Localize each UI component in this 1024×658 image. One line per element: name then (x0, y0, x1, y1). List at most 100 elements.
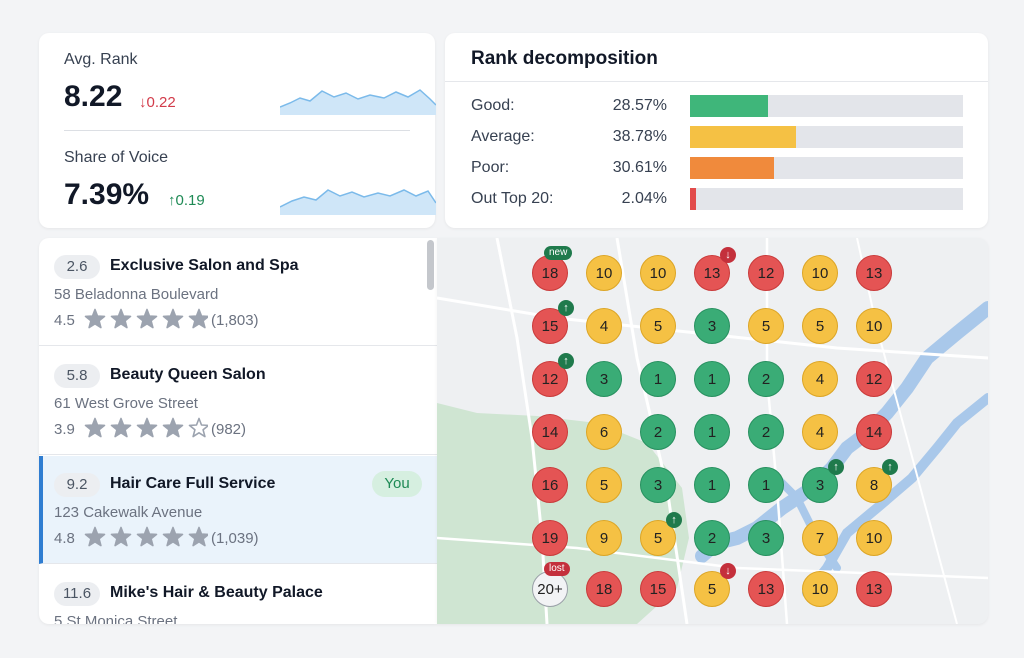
star-rating-icon (83, 307, 210, 331)
grid-rank-pin[interactable]: 15 (640, 571, 676, 607)
business-address: 123 Cakewalk Avenue (54, 504, 203, 521)
arrow-up-icon: ↑ (882, 459, 898, 475)
rank-chip: 11.6 (54, 582, 100, 606)
grid-rank-pin[interactable]: 1 (748, 467, 784, 503)
review-count: (982) (211, 421, 247, 438)
grid-rank-pin[interactable]: 14 (532, 414, 568, 450)
grid-rank-pin[interactable]: 2 (640, 414, 676, 450)
business-list-item[interactable]: 9.2 Hair Care Full Service 123 Cakewalk Av… (39, 456, 437, 564)
list-scrollbar[interactable] (427, 240, 434, 290)
decomposition-bar-fill (690, 188, 696, 210)
decomposition-bar-track (690, 95, 963, 117)
grid-rank-pin[interactable]: 18 (586, 571, 622, 607)
rank-decomposition-title: Rank decomposition (471, 48, 658, 69)
rank-chip: 9.2 (54, 473, 100, 497)
grid-rank-pin[interactable]: 10 (802, 571, 838, 607)
rank-decomposition-card: Rank decomposition Good: 28.57% Average: 38… (445, 33, 988, 228)
business-list-item[interactable]: 11.6 Mike's Hair & Beauty Palace 5 St Moni… (39, 565, 437, 624)
share-of-voice-sparkline (280, 189, 436, 215)
business-rating: 4.8 (54, 530, 75, 547)
business-rating: 4.5 (54, 312, 75, 329)
business-address: 58 Beladonna Boulevard (54, 286, 219, 303)
grid-rank-pin[interactable]: 10 (802, 255, 838, 291)
decomposition-row: Good: 28.57% (471, 95, 963, 117)
decomposition-value: 30.61% (612, 159, 667, 176)
grid-rank-pin[interactable]: 13 (748, 571, 784, 607)
decomposition-row: Poor: 30.61% (471, 157, 963, 179)
avg-rank-metric: Avg. Rank 8.22 ↓0.22 (64, 51, 436, 115)
review-count: (1,039) (211, 530, 259, 547)
grid-rank-pin[interactable]: 6 (586, 414, 622, 450)
decomposition-label: Average: (471, 128, 535, 145)
grid-rank-pin[interactable]: 14 (856, 414, 892, 450)
grid-rank-pin[interactable]: 4 (802, 414, 838, 450)
grid-rank-pin[interactable]: 4 (586, 308, 622, 344)
decomposition-label: Out Top 20: (471, 190, 554, 207)
decomposition-value: 2.04% (621, 190, 667, 207)
arrow-down-icon: ↓ (720, 247, 736, 263)
decomposition-value: 38.78% (612, 128, 667, 145)
grid-rank-pin[interactable]: 7 (802, 520, 838, 556)
share-of-voice-value: 7.39% (64, 178, 150, 211)
decomposition-bar-fill (690, 95, 768, 117)
grid-rank-pin[interactable]: 5 (586, 467, 622, 503)
grid-rank-pin[interactable]: 1 (694, 361, 730, 397)
business-address: 5 St Monica Street (54, 613, 178, 624)
grid-rank-pin[interactable]: 13 (856, 255, 892, 291)
star-rating-icon (83, 525, 210, 549)
share-of-voice-label: Share of Voice (64, 149, 169, 166)
decomposition-bar-track (690, 188, 963, 210)
decomposition-bar-fill (690, 157, 774, 179)
grid-rank-pin[interactable]: 3 (694, 308, 730, 344)
you-badge: You (372, 471, 422, 497)
grid-rank-pin[interactable]: 4 (802, 361, 838, 397)
grid-rank-pin[interactable]: 20+ (532, 571, 568, 607)
arrow-up-icon: ↑ (666, 512, 682, 528)
share-of-voice-metric: Share of Voice 7.39% ↑0.19 (64, 149, 436, 215)
grid-rank-pin[interactable]: 3 (748, 520, 784, 556)
grid-rank-pin[interactable]: 2 (748, 414, 784, 450)
business-list-item[interactable]: 5.8 Beauty Queen Salon 61 West Grove Stree… (39, 347, 437, 455)
grid-rank-pin[interactable]: 3 (586, 361, 622, 397)
grid-rank-pin[interactable]: 1 (640, 361, 676, 397)
grid-rank-pin[interactable]: 10 (856, 520, 892, 556)
grid-rank-pin[interactable]: 2 (748, 361, 784, 397)
decomposition-label: Poor: (471, 159, 510, 176)
business-name: Exclusive Salon and Spa (110, 257, 299, 274)
decomposition-row: Out Top 20: 2.04% (471, 188, 963, 210)
grid-rank-pin[interactable]: 12 (856, 361, 892, 397)
business-list-item[interactable]: 2.6 Exclusive Salon and Spa 58 Beladonna B… (39, 238, 437, 346)
grid-rank-pin[interactable]: 10 (640, 255, 676, 291)
grid-rank-pin[interactable]: 5 (802, 308, 838, 344)
arrow-up-icon: ↑ (828, 459, 844, 475)
arrow-down-icon: ↓ (720, 563, 736, 579)
grid-rank-pin[interactable]: 3 (640, 467, 676, 503)
review-count: (1,803) (211, 312, 259, 329)
decomposition-row: Average: 38.78% (471, 126, 963, 148)
grid-rank-pin[interactable]: 16 (532, 467, 568, 503)
grid-rank-pin[interactable]: 1 (694, 414, 730, 450)
grid-rank-pin[interactable]: 5 (640, 308, 676, 344)
grid-rank-pin[interactable]: 5 (748, 308, 784, 344)
avg-rank-delta: ↓0.22 (139, 94, 176, 111)
business-name: Mike's Hair & Beauty Palace (110, 584, 323, 601)
grid-rank-pin[interactable]: 9 (586, 520, 622, 556)
grid-rank-pin[interactable]: 10 (586, 255, 622, 291)
rank-grid-map[interactable]: 18 10 10 13 12 10 13 15 4 5 3 5 5 10 12 3 1 1 2 4 12 14 6 2 1 2 4 1… (437, 238, 988, 624)
arrow-up-icon: ↑ (558, 300, 574, 316)
grid-rank-pin[interactable]: 19 (532, 520, 568, 556)
grid-rank-pin[interactable]: 1 (694, 467, 730, 503)
decomposition-bar-track (690, 157, 963, 179)
business-rating: 3.9 (54, 421, 75, 438)
grid-rank-pin[interactable]: 2 (694, 520, 730, 556)
metrics-card: Avg. Rank 8.22 ↓0.22 Share of Voice 7.39… (39, 33, 436, 228)
grid-rank-pin[interactable]: 18 (532, 255, 568, 291)
decomposition-value: 28.57% (612, 97, 667, 114)
grid-rank-pin[interactable]: 13 (856, 571, 892, 607)
decomposition-bar-fill (690, 126, 796, 148)
grid-rank-pin[interactable]: 10 (856, 308, 892, 344)
rank-chip: 2.6 (54, 255, 100, 279)
metrics-divider (64, 130, 410, 131)
grid-rank-pin[interactable]: 12 (748, 255, 784, 291)
decomposition-label: Good: (471, 97, 515, 114)
